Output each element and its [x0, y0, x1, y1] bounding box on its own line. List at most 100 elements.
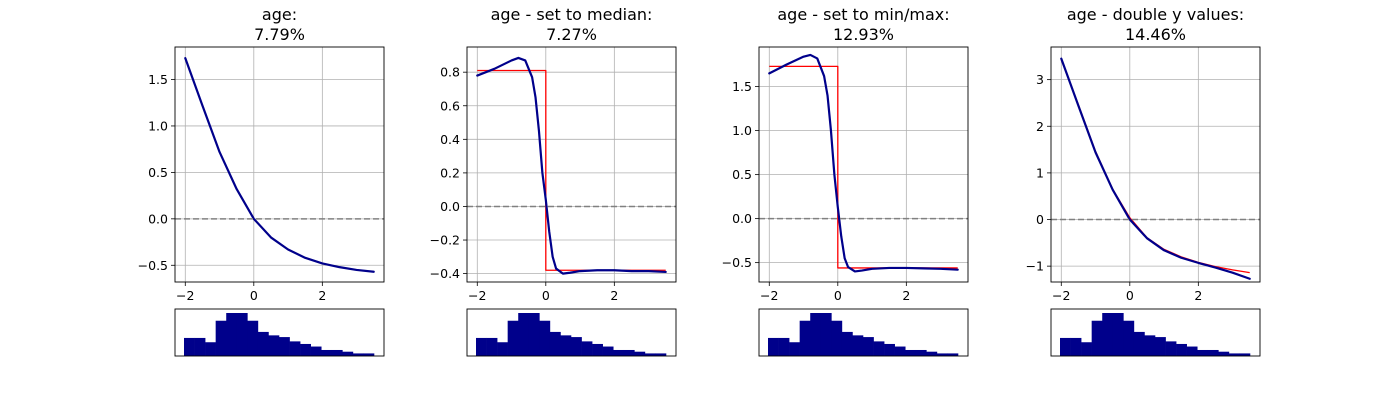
histogram-bar: [894, 346, 906, 356]
histogram-bar: [486, 337, 498, 356]
histogram-bar: [215, 320, 227, 356]
histogram-bar: [1228, 353, 1240, 356]
axes-frame: [466, 46, 677, 283]
distribution-histogram: [1050, 308, 1261, 357]
histogram-frame: [174, 308, 385, 357]
histogram-bar: [518, 313, 530, 356]
subplot-title: age:: [262, 5, 297, 24]
histogram-bar: [268, 335, 280, 356]
x-tick-label: 0: [834, 288, 842, 303]
histogram-bar: [926, 351, 938, 356]
histogram-bar: [321, 349, 333, 356]
x-tick-label: −2: [176, 288, 194, 303]
y-tick-label: 1.0: [148, 118, 168, 133]
x-tick-label: 0: [542, 288, 550, 303]
y-tick-label: 1: [1036, 165, 1044, 180]
histogram-frame: [466, 308, 677, 357]
y-tick-label: 0.0: [732, 211, 752, 226]
y-tick-label: 0.0: [440, 199, 460, 214]
histogram-bar: [863, 337, 874, 356]
grid-lines: [759, 47, 968, 282]
histogram-bar: [194, 337, 206, 356]
y-tick-label: 0.5: [732, 167, 752, 182]
x-tick-label: −2: [1052, 288, 1070, 303]
histogram-bar: [581, 341, 593, 356]
histogram-bar: [1060, 337, 1071, 356]
histogram-bar: [623, 349, 635, 356]
dependence-curve: [476, 56, 667, 275]
histogram-bar: [820, 313, 832, 356]
fitted-line: [769, 65, 958, 269]
histogram-bar: [799, 320, 811, 356]
histogram-bar: [1123, 320, 1135, 356]
histogram-bar: [841, 331, 853, 356]
y-tick-label: 0.8: [440, 65, 460, 80]
histogram-bar: [852, 335, 864, 356]
histogram-bar: [528, 313, 540, 356]
histogram-bar: [549, 331, 561, 356]
subplot-subtitle: 12.93%: [833, 25, 894, 44]
distribution-histogram: [174, 308, 385, 357]
histogram-bar: [768, 337, 779, 356]
histogram-frame: [758, 308, 969, 357]
subplot-title: age - set to min/max:: [777, 5, 949, 24]
histogram-bar: [1186, 346, 1198, 356]
subplot-2: age - set to median:7.27% −2 0 2 −0.4 −0.2 0.0…: [430, 5, 677, 357]
histogram-bar: [560, 335, 572, 356]
y-tick-label: −0.4: [430, 266, 460, 281]
histogram-bar: [310, 346, 322, 356]
y-tick-label: 0: [1036, 212, 1044, 227]
histogram-bar: [1239, 353, 1251, 356]
y-tick-label: 1.0: [732, 123, 752, 138]
histogram-bar: [331, 349, 343, 356]
histogram-bar: [289, 341, 301, 356]
dependence-curve: [768, 53, 959, 273]
histogram-bar: [592, 343, 603, 356]
histogram-bar: [831, 320, 843, 356]
axes-frame: [758, 46, 969, 283]
grid-lines: [1051, 47, 1260, 282]
histogram-bar: [247, 320, 259, 356]
histogram-bar: [300, 343, 311, 356]
y-tick-label: 0.0: [148, 211, 168, 226]
plot-area: [467, 56, 676, 275]
y-tick-label: −0.2: [430, 233, 460, 248]
y-tick-label: 0.2: [440, 165, 460, 180]
x-tick-label: 0: [250, 288, 258, 303]
histogram-bar: [1081, 342, 1092, 356]
y-tick-label: 1.5: [148, 72, 168, 87]
x-tick-label: −2: [760, 288, 778, 303]
y-tick-label: 0.6: [440, 98, 460, 113]
y-tick-label: 1.5: [732, 79, 752, 94]
axes-frame: [174, 46, 385, 283]
histogram-bar: [810, 313, 822, 356]
dependence-curve: [1060, 57, 1251, 280]
y-tick-label: 3: [1036, 72, 1044, 87]
plot-area: [175, 57, 384, 273]
histogram-bar: [655, 353, 667, 356]
histogram-bar: [1070, 337, 1082, 356]
histogram-frame: [1050, 308, 1261, 357]
histogram-bar: [476, 337, 487, 356]
subplot-subtitle: 14.46%: [1125, 25, 1186, 44]
histogram-bar: [236, 313, 248, 356]
histogram-bar: [342, 351, 354, 356]
subplot-1: age:7.79% −2 0 2 −0.5 0.0 0.5 1.0 1.5: [138, 5, 385, 357]
y-tick-label: 0.4: [440, 132, 460, 147]
distribution-histogram: [758, 308, 969, 357]
x-tick-label: 2: [1194, 288, 1202, 303]
histogram-bar: [1218, 351, 1230, 356]
subplot-title: age - set to median:: [491, 5, 653, 24]
histogram-bar: [1207, 349, 1219, 356]
histogram-bar: [184, 337, 195, 356]
y-tick-label: 0.5: [148, 165, 168, 180]
histogram-bar: [915, 349, 927, 356]
subplot-subtitle: 7.27%: [546, 25, 597, 44]
histogram-bar: [497, 342, 508, 356]
y-tick-label: −1: [1026, 259, 1044, 274]
histogram-bar: [602, 346, 614, 356]
histogram-bar: [1165, 341, 1177, 356]
histogram-bar: [1176, 343, 1187, 356]
histogram-bar: [226, 313, 238, 356]
